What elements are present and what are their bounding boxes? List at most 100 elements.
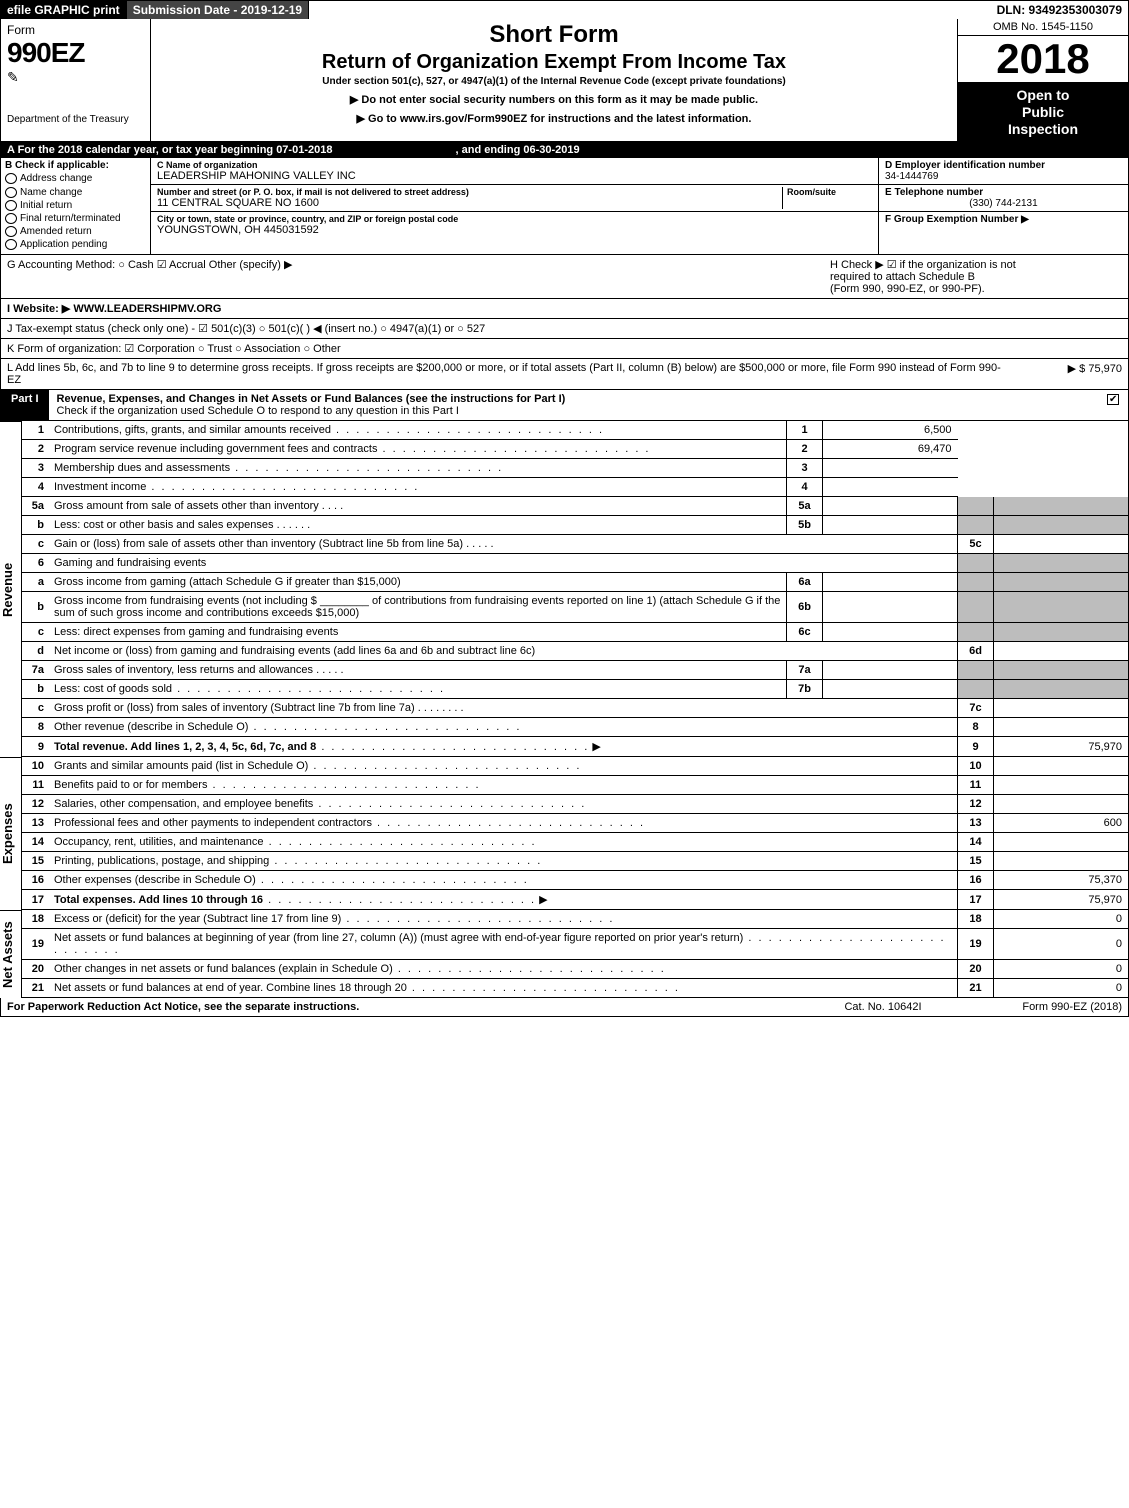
row-8: 8Other revenue (describe in Schedule O)8	[22, 718, 1129, 737]
top-bar: efile GRAPHIC print Submission Date - 20…	[0, 0, 1129, 19]
line-j: J Tax-exempt status (check only one) - ☑…	[0, 319, 1129, 339]
revenue-side-label: Revenue	[0, 421, 22, 757]
line-l-text: L Add lines 5b, 6c, and 7b to line 9 to …	[7, 362, 1002, 386]
row-6d: dNet income or (loss) from gaming and fu…	[22, 642, 1129, 661]
form-year: 2018	[958, 36, 1128, 83]
e-phone-value: (330) 744-2131	[885, 198, 1122, 209]
city-value: YOUNGSTOWN, OH 445031592	[157, 224, 872, 236]
h-line-3: (Form 990, 990-EZ, or 990-PF).	[830, 283, 1122, 295]
ssn-warning: ▶ Do not enter social security numbers o…	[159, 93, 949, 106]
row-5b: bLess: cost or other basis and sales exp…	[22, 516, 1129, 535]
net-assets-section: Net Assets 18Excess or (deficit) for the…	[0, 910, 1129, 998]
part-1-title: Revenue, Expenses, and Changes in Net As…	[49, 390, 1101, 420]
check-if-applicable: B Check if applicable: Address change Na…	[1, 158, 151, 254]
part-1-check-line: Check if the organization used Schedule …	[57, 405, 459, 417]
row-10: 10Grants and similar amounts paid (list …	[22, 757, 1129, 776]
cat-number: Cat. No. 10642I	[808, 998, 958, 1016]
row-3: 3Membership dues and assessments3	[22, 459, 1129, 478]
row-9: 9Total revenue. Add lines 1, 2, 3, 4, 5c…	[22, 737, 1129, 757]
street-value: 11 CENTRAL SQUARE NO 1600	[157, 197, 782, 209]
row-6b: bGross income from fundraising events (n…	[22, 592, 1129, 623]
title-main: Return of Organization Exempt From Incom…	[159, 51, 949, 74]
opt-initial-return[interactable]: Initial return	[5, 200, 146, 211]
omb-number: OMB No. 1545-1150	[958, 19, 1128, 36]
row-13: 13Professional fees and other payments t…	[22, 814, 1129, 833]
row-19: 19Net assets or fund balances at beginni…	[22, 929, 1129, 960]
form-of-organization: K Form of organization: ☑ Corporation ○ …	[7, 343, 341, 355]
row-5a: 5aGross amount from sale of assets other…	[22, 497, 1129, 516]
efile-label: efile GRAPHIC print	[1, 1, 127, 19]
line-l: L Add lines 5b, 6c, and 7b to line 9 to …	[0, 359, 1129, 390]
opt-application-pending[interactable]: Application pending	[5, 239, 146, 250]
tax-exempt-status: J Tax-exempt status (check only one) - ☑…	[7, 323, 485, 335]
open-to-public: Open to Public Inspection	[958, 83, 1128, 141]
opt-amended-return[interactable]: Amended return	[5, 226, 146, 237]
room-suite-label: Room/suite	[787, 187, 872, 197]
id-phone-block: D Employer identification number 34-1444…	[878, 158, 1128, 254]
inspect-line-3: Inspection	[1008, 121, 1078, 137]
period-begin: A For the 2018 calendar year, or tax yea…	[7, 144, 332, 156]
subtitle: Under section 501(c), 527, or 4947(a)(1)…	[159, 76, 949, 87]
org-name: LEADERSHIP MAHONING VALLEY INC	[157, 170, 872, 182]
submission-date: Submission Date - 2019-12-19	[127, 1, 309, 19]
header-right: OMB No. 1545-1150 2018 Open to Public In…	[958, 19, 1128, 141]
opt-final-return[interactable]: Final return/terminated	[5, 213, 146, 224]
tax-year-bar: A For the 2018 calendar year, or tax yea…	[0, 142, 1129, 158]
part-1-checkbox[interactable]	[1101, 390, 1128, 420]
line-l-amount: ▶ $ 75,970	[1002, 362, 1122, 386]
part-1-header: Part I Revenue, Expenses, and Changes in…	[0, 390, 1129, 421]
c-label: C Name of organization	[157, 160, 872, 170]
form-header: Form 990EZ ✎ Department of the Treasury …	[0, 19, 1129, 142]
row-18: 18Excess or (deficit) for the year (Subt…	[22, 910, 1129, 929]
dln-label: DLN: 93492353003079	[991, 1, 1128, 19]
page-footer: For Paperwork Reduction Act Notice, see …	[0, 998, 1129, 1017]
inspect-line-2: Public	[1022, 104, 1064, 120]
header-center: Short Form Return of Organization Exempt…	[151, 19, 958, 141]
line-k: K Form of organization: ☑ Corporation ○ …	[0, 339, 1129, 359]
row-17: 17Total expenses. Add lines 10 through 1…	[22, 890, 1129, 910]
row-7a: 7aGross sales of inventory, less returns…	[22, 661, 1129, 680]
expenses-table: 10Grants and similar amounts paid (list …	[22, 757, 1129, 910]
street-label: Number and street (or P. O. box, if mail…	[157, 187, 782, 197]
h-line-2: required to attach Schedule B	[830, 271, 1122, 283]
opt-name-change[interactable]: Name change	[5, 187, 146, 198]
line-i: I Website: ▶ WWW.LEADERSHIPMV.ORG	[0, 299, 1129, 319]
form-number: 990EZ	[7, 37, 144, 69]
row-4: 4Investment income4	[22, 478, 1129, 497]
opt-address-change[interactable]: Address change	[5, 173, 146, 184]
row-6c: cLess: direct expenses from gaming and f…	[22, 623, 1129, 642]
revenue-section: Revenue 1Contributions, gifts, grants, a…	[0, 421, 1129, 757]
d-ein-value: 34-1444769	[885, 171, 1122, 182]
part-1-tag: Part I	[1, 390, 49, 420]
org-name-address: C Name of organization LEADERSHIP MAHONI…	[151, 158, 878, 254]
row-14: 14Occupancy, rent, utilities, and mainte…	[22, 833, 1129, 852]
net-assets-table: 18Excess or (deficit) for the year (Subt…	[22, 910, 1129, 998]
row-7c: cGross profit or (loss) from sales of in…	[22, 699, 1129, 718]
period-end: , and ending 06-30-2019	[456, 144, 580, 156]
row-12: 12Salaries, other compensation, and empl…	[22, 795, 1129, 814]
row-5c: cGain or (loss) from sale of assets othe…	[22, 535, 1129, 554]
department-label: Department of the Treasury	[7, 114, 144, 125]
row-16: 16Other expenses (describe in Schedule O…	[22, 871, 1129, 890]
h-line-1: H Check ▶ ☑ if the organization is not	[830, 258, 1122, 271]
line-g-h: G Accounting Method: ○ Cash ☑ Accrual Ot…	[0, 255, 1129, 299]
revenue-table: 1Contributions, gifts, grants, and simil…	[22, 421, 1129, 757]
expenses-section: Expenses 10Grants and similar amounts pa…	[0, 757, 1129, 910]
row-21: 21Net assets or fund balances at end of …	[22, 979, 1129, 998]
line-g: G Accounting Method: ○ Cash ☑ Accrual Ot…	[7, 258, 822, 295]
paperwork-notice: For Paperwork Reduction Act Notice, see …	[1, 998, 808, 1016]
row-11: 11Benefits paid to or for members11	[22, 776, 1129, 795]
line-h: H Check ▶ ☑ if the organization is not r…	[822, 258, 1122, 295]
irs-logo-icon: ✎	[7, 69, 144, 86]
city-label: City or town, state or province, country…	[157, 214, 872, 224]
title-short: Short Form	[159, 21, 949, 49]
goto-link[interactable]: ▶ Go to www.irs.gov/Form990EZ for instru…	[159, 112, 949, 125]
row-1: 1Contributions, gifts, grants, and simil…	[22, 421, 1129, 440]
e-phone-label: E Telephone number	[885, 187, 1122, 198]
entity-info-block: B Check if applicable: Address change Na…	[0, 158, 1129, 255]
part-1-title-text: Revenue, Expenses, and Changes in Net As…	[57, 393, 566, 405]
section-b-label: B Check if applicable:	[5, 160, 146, 171]
form-word: Form	[7, 23, 144, 37]
inspect-line-1: Open to	[1017, 87, 1070, 103]
expenses-side-label: Expenses	[0, 757, 22, 910]
